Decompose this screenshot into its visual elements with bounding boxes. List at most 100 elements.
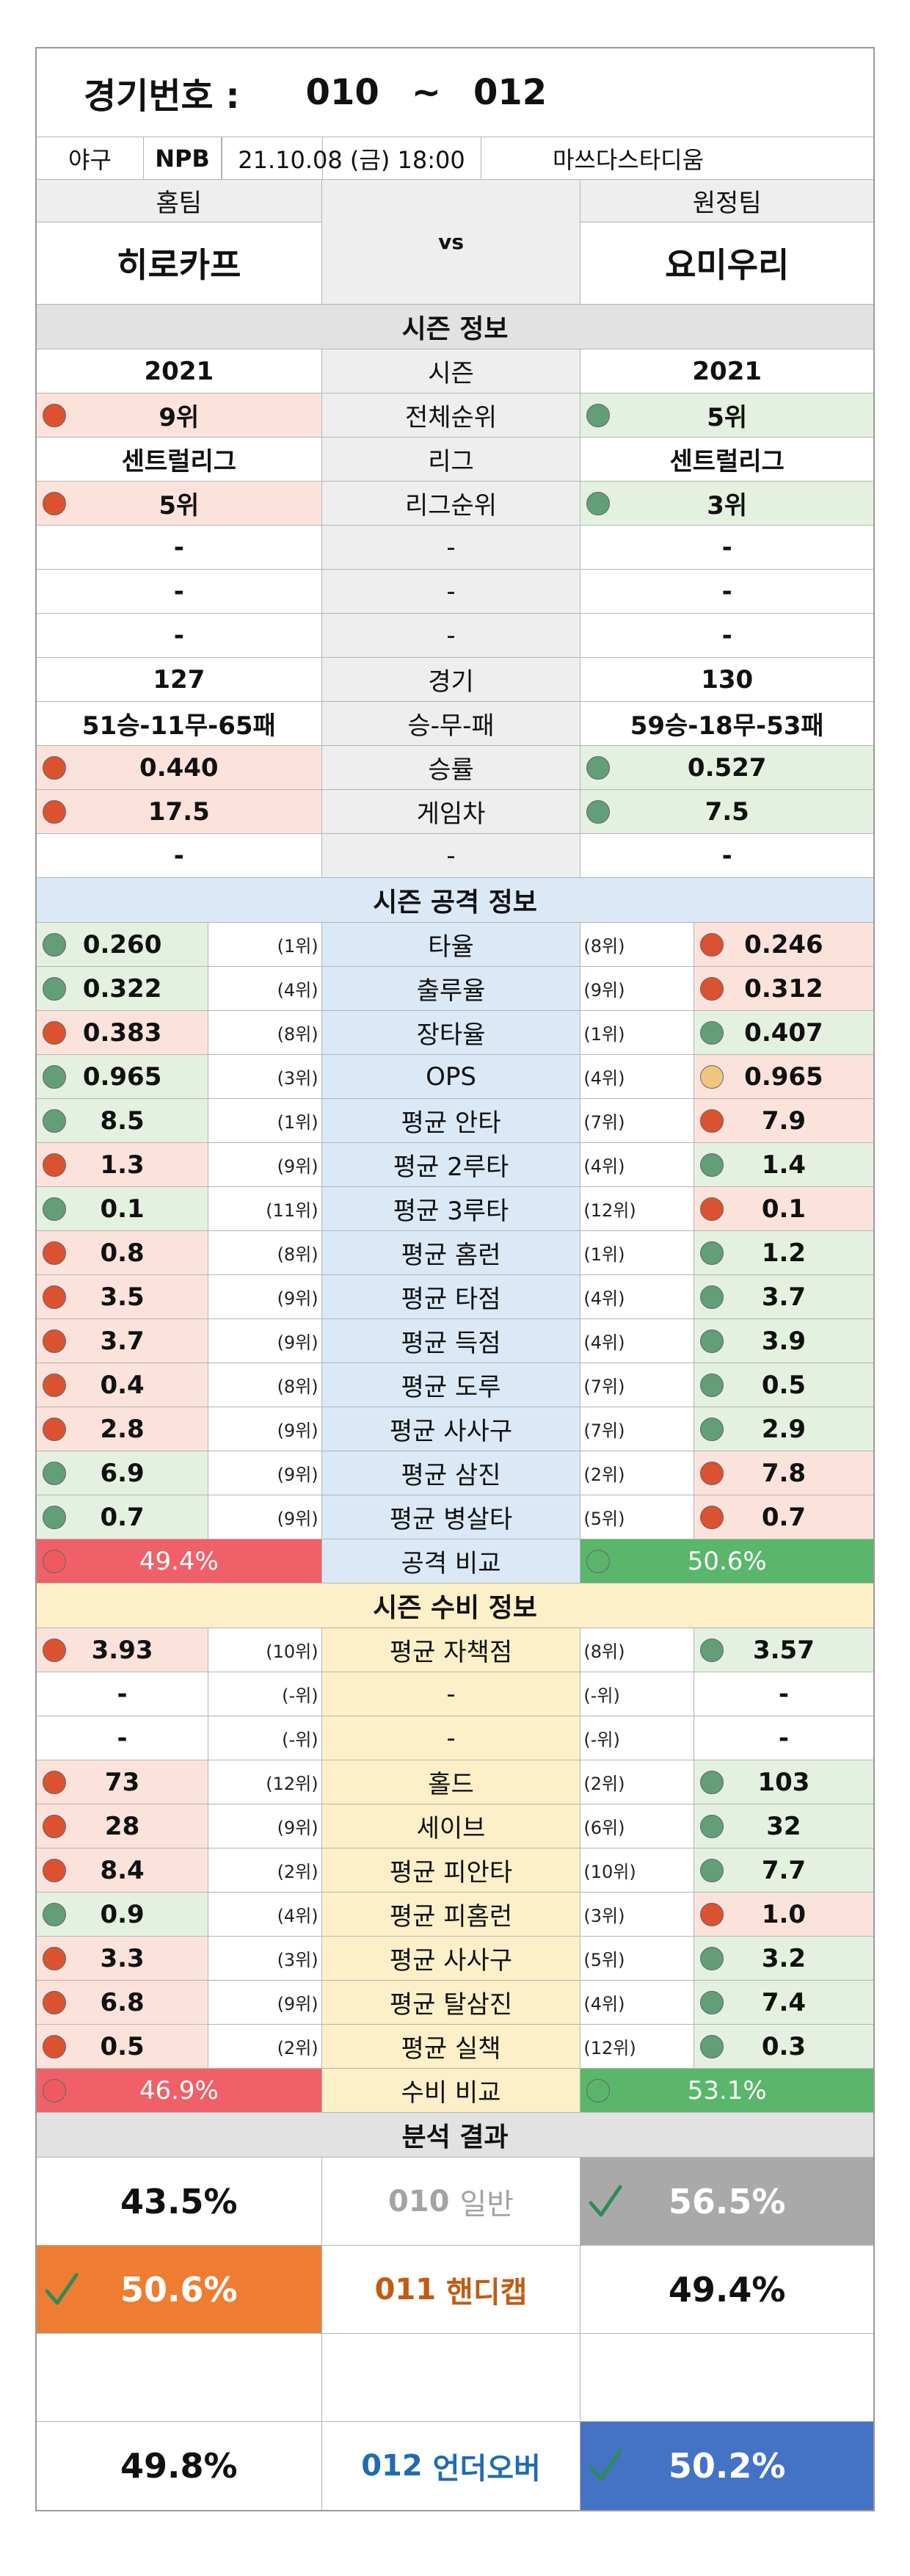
season-home-text: - bbox=[173, 576, 184, 606]
offense-away-value: 2.9 bbox=[694, 1407, 873, 1451]
away-team-cell: 원정팀 요미우리 bbox=[580, 180, 873, 304]
general-home: 43.5% bbox=[37, 2158, 322, 2245]
offense-away-text: 1.4 bbox=[761, 1150, 807, 1180]
defense-compare-row: 46.9% 수비 비교 53.1% bbox=[37, 2069, 873, 2113]
season-away-value: 센트럴리그 bbox=[580, 438, 873, 481]
defense-home-text: 8.4 bbox=[100, 1855, 145, 1885]
offense-away-text: 2.9 bbox=[761, 1414, 807, 1444]
defense-away-rank: (12위) bbox=[580, 2025, 694, 2068]
offense-home-text: 0.260 bbox=[82, 929, 162, 959]
defense-label: 평균 탈삼진 bbox=[321, 1981, 581, 2024]
season-away-text: - bbox=[721, 532, 732, 562]
defense-label: 세이브 bbox=[321, 1804, 581, 1848]
offense-away-rank: (12위) bbox=[580, 1187, 694, 1230]
offense-home-text: 0.8 bbox=[100, 1238, 145, 1268]
status-dot-icon bbox=[699, 1902, 724, 1926]
offense-home-rank: (1위) bbox=[208, 923, 322, 966]
blank-cell bbox=[580, 2334, 873, 2421]
offense-home-rank: (8위) bbox=[208, 1231, 322, 1274]
status-dot-icon bbox=[43, 755, 66, 780]
status-dot-icon bbox=[699, 1285, 724, 1309]
defense-row: 8.4 (2위) 평균 피안타 (10위) 7.7 bbox=[37, 1848, 873, 1893]
season-home-value: 9위 bbox=[37, 393, 322, 437]
status-dot-icon bbox=[699, 1770, 724, 1794]
offense-compare-row: 49.4% 공격 비교 50.6% bbox=[37, 1539, 873, 1583]
season-away-text: 0.527 bbox=[687, 752, 767, 783]
defense-home-rank: (-위) bbox=[208, 1716, 322, 1760]
offense-rows: 0.260 (1위) 타율 (8위) 0.246 0.322 (4위) 출루율 (9위) 0.31… bbox=[37, 923, 873, 1539]
defense-row: 0.9 (4위) 평균 피홈런 (3위) 1.0 bbox=[37, 1893, 873, 1937]
defense-home-rank: (9위) bbox=[208, 1804, 322, 1848]
season-home-text: - bbox=[173, 620, 184, 650]
offense-home-value: 1.3 bbox=[37, 1143, 209, 1186]
defense-row: 3.3 (3위) 평균 사사구 (5위) 3.2 bbox=[37, 1937, 873, 1981]
defense-away-value: 103 bbox=[694, 1760, 873, 1804]
offense-home-value: 3.7 bbox=[37, 1319, 209, 1363]
defense-away-value: 32 bbox=[694, 1804, 873, 1848]
season-row: 127 경기 130 bbox=[37, 658, 873, 702]
defense-away-rank: (10위) bbox=[580, 1848, 694, 1892]
status-dot-icon bbox=[699, 1505, 724, 1529]
defense-title: 시즌 수비 정보 bbox=[37, 1583, 873, 1628]
general-away-value: 56.5% bbox=[668, 2181, 786, 2221]
offense-away-value: 0.246 bbox=[694, 923, 873, 966]
handicap-away-value: 49.4% bbox=[668, 2269, 786, 2310]
underover-name: 언더오버 bbox=[432, 2452, 541, 2486]
offense-home-rank: (3위) bbox=[208, 1055, 322, 1098]
season-title: 시즌 정보 bbox=[37, 305, 873, 349]
status-dot-icon bbox=[699, 1814, 724, 1838]
offense-label: 출루율 bbox=[321, 967, 581, 1010]
defense-home-value: 73 bbox=[37, 1760, 209, 1804]
season-label: 게임차 bbox=[321, 790, 581, 833]
status-dot-icon bbox=[43, 1902, 66, 1926]
offense-label: 평균 안타 bbox=[321, 1099, 581, 1142]
offense-away-value: 7.8 bbox=[694, 1451, 873, 1495]
offense-away-rank: (4위) bbox=[580, 1055, 694, 1098]
handicap-home-value: 50.6% bbox=[120, 2269, 238, 2310]
offense-row: 8.5 (1위) 평균 안타 (7위) 7.9 bbox=[37, 1099, 873, 1143]
analysis-section-header: 분석 결과 bbox=[37, 2113, 873, 2158]
offense-row: 3.7 (9위) 평균 득점 (4위) 3.9 bbox=[37, 1319, 873, 1363]
season-label: 전체순위 bbox=[321, 393, 581, 437]
season-home-value: 127 bbox=[37, 658, 322, 701]
handicap-code: 011 bbox=[374, 2272, 437, 2307]
status-dot-icon bbox=[43, 1461, 66, 1485]
offense-compare-home: 49.4% bbox=[37, 1539, 322, 1583]
check-icon bbox=[45, 2273, 79, 2304]
status-dot-icon bbox=[699, 1197, 724, 1221]
defense-home-rank: (4위) bbox=[208, 1893, 322, 1936]
match-analysis-sheet: 경기번호 : 010 ~ 012 야구 NPB 21.10.08 (금) 18:… bbox=[35, 47, 875, 2511]
status-dot-icon bbox=[43, 1153, 66, 1177]
defense-home-rank: (10위) bbox=[208, 1628, 322, 1672]
defense-away-text: 1.0 bbox=[761, 1899, 807, 1929]
status-dot-icon bbox=[699, 1241, 724, 1265]
defense-home-value: - bbox=[37, 1716, 209, 1760]
status-dot-icon bbox=[43, 1814, 66, 1838]
offense-away-rank: (9위) bbox=[580, 967, 694, 1010]
season-home-value: 51승-11무-65패 bbox=[37, 702, 322, 745]
status-dot-icon bbox=[699, 976, 724, 1001]
season-row: --- bbox=[37, 526, 873, 570]
underover-away: 50.2% bbox=[580, 2422, 873, 2510]
match-number-to: 012 bbox=[473, 72, 547, 113]
offense-home-rank: (9위) bbox=[208, 1495, 322, 1539]
handicap-name: 핸디캡 bbox=[446, 2275, 528, 2310]
offense-away-text: 0.246 bbox=[744, 929, 823, 959]
defense-label: 평균 피홈런 bbox=[321, 1893, 581, 1936]
venue-cell: 마쓰다스타디움 bbox=[552, 145, 705, 174]
season-home-text: 9위 bbox=[159, 403, 200, 432]
status-dot-icon bbox=[699, 1373, 724, 1397]
defense-home-value: 3.93 bbox=[37, 1628, 209, 1672]
general-home-value: 43.5% bbox=[120, 2181, 238, 2221]
defense-label: 홀드 bbox=[321, 1760, 581, 1804]
offense-home-value: 0.7 bbox=[37, 1495, 209, 1539]
offense-label: 평균 삼진 bbox=[321, 1451, 581, 1495]
defense-away-value: - bbox=[694, 1716, 873, 1760]
match-number-label: 경기번호 : bbox=[84, 76, 240, 117]
season-label: - bbox=[321, 834, 581, 877]
season-row: 51승-11무-65패 승-무-패 59승-18무-53패 bbox=[37, 702, 873, 746]
offense-home-value: 0.383 bbox=[37, 1011, 209, 1054]
status-dot-icon bbox=[586, 755, 611, 780]
offense-home-value: 0.8 bbox=[37, 1231, 209, 1274]
check-icon bbox=[589, 2185, 622, 2216]
